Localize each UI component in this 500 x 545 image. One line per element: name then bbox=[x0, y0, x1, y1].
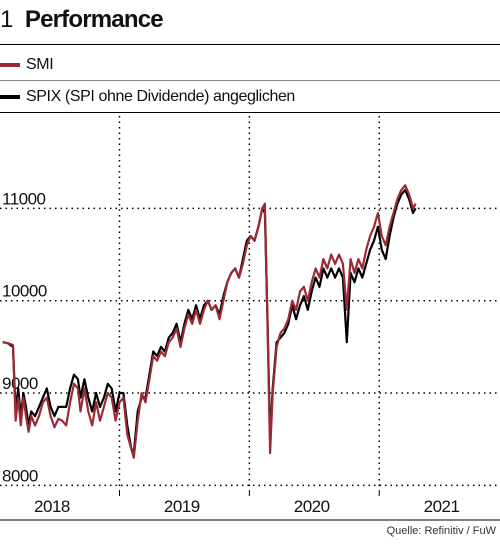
x-tick-label: 2019 bbox=[164, 497, 200, 516]
title-rule bbox=[0, 44, 500, 45]
series-line-spix bbox=[2, 188, 417, 455]
figure-title-row: 1 Performance bbox=[0, 6, 164, 38]
legend-swatch-smi bbox=[0, 63, 20, 67]
x-tick-label: 2020 bbox=[294, 497, 330, 516]
legend-item-spix: SPIX (SPI ohne Dividende) angeglichen bbox=[0, 86, 295, 108]
legend-bottom-rule bbox=[0, 112, 500, 113]
x-tick-label: 2021 bbox=[424, 497, 460, 516]
legend-divider bbox=[0, 80, 500, 81]
legend-swatch-spix bbox=[0, 95, 20, 99]
figure-number: 1 bbox=[0, 6, 13, 33]
y-tick-label: 11000 bbox=[2, 189, 46, 208]
series-layer bbox=[2, 184, 417, 459]
figure-title: Performance bbox=[24, 6, 164, 33]
y-tick-label: 8000 bbox=[2, 466, 38, 485]
series-line-smi bbox=[2, 184, 417, 459]
source-note: Quelle: Refinitiv / FuW bbox=[386, 525, 496, 537]
legend-label-spix: SPIX (SPI ohne Dividende) angeglichen bbox=[26, 88, 295, 105]
y-tick-label: 10000 bbox=[2, 282, 47, 301]
x-tick-labels: 2018 2019 2020 2021 bbox=[34, 497, 460, 516]
legend-label-smi: SMI bbox=[26, 56, 54, 73]
y-tick-label: 9000 bbox=[2, 374, 38, 393]
y-tick-labels: 8000 9000 10000 11000 bbox=[2, 189, 47, 485]
grid-layer bbox=[0, 116, 500, 496]
legend-item-smi: SMI bbox=[0, 54, 54, 76]
x-tick-label: 2018 bbox=[34, 497, 70, 516]
